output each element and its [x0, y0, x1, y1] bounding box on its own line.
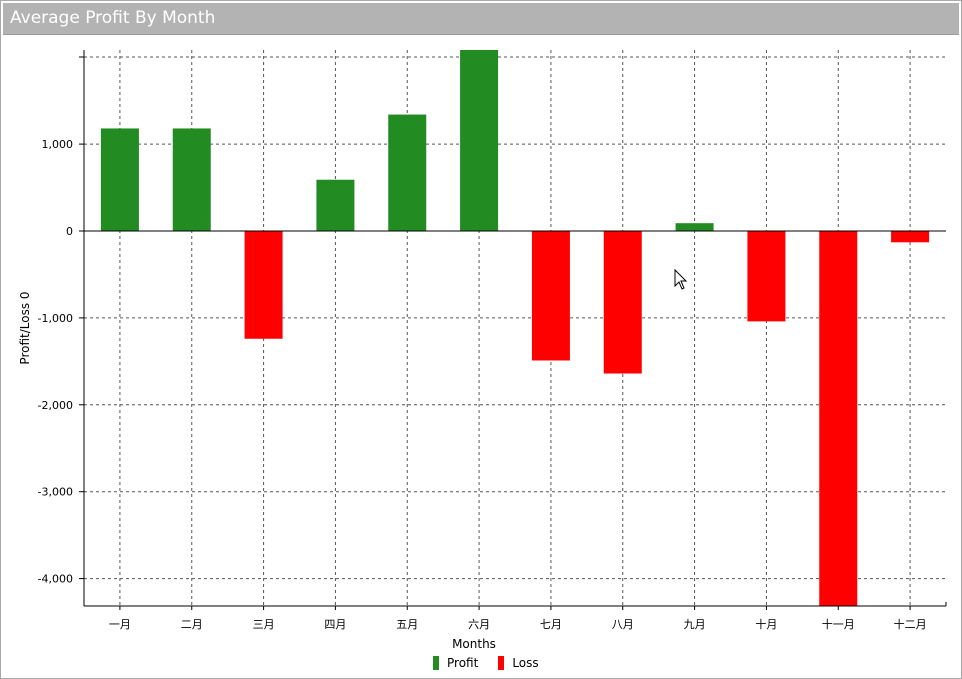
x-tick-label: 八月 — [612, 618, 634, 631]
y-tick-label: 0 — [66, 225, 73, 238]
bar-profit — [675, 223, 714, 231]
x-tick-label: 四月 — [324, 618, 346, 631]
x-tick-label: 十一月 — [822, 617, 855, 631]
bar-profit — [460, 50, 499, 231]
bar-profit — [316, 179, 355, 231]
x-tick-label: 九月 — [684, 618, 706, 631]
x-axis-title: Months — [452, 637, 496, 651]
bar-loss — [819, 231, 858, 606]
window-title: Average Profit By Month — [10, 8, 216, 28]
x-tick-label: 一月 — [109, 618, 131, 631]
mouse-cursor-icon — [674, 268, 688, 290]
x-tick-label: 五月 — [396, 618, 418, 631]
bar-profit — [100, 128, 139, 231]
title-bar: Average Profit By Month — [3, 3, 959, 35]
x-tick-label: 七月 — [540, 618, 562, 631]
x-tick-label: 十二月 — [894, 617, 927, 631]
chart-legend: Profit Loss — [433, 655, 559, 671]
bar-profit — [388, 114, 427, 231]
x-tick-label: 六月 — [468, 618, 490, 631]
legend-label-profit: Profit — [447, 656, 479, 670]
x-tick-label: 三月 — [253, 618, 275, 631]
bar-loss — [891, 231, 930, 243]
x-tick-label: 二月 — [181, 618, 203, 631]
bar-loss — [244, 231, 283, 339]
y-tick-label: -3,000 — [38, 486, 73, 499]
y-tick-label: 1,000 — [42, 138, 74, 151]
legend-item-profit[interactable]: Profit — [433, 656, 478, 670]
bar-profit — [172, 128, 211, 231]
y-tick-label: -1,000 — [38, 312, 73, 325]
y-tick-label: -2,000 — [38, 399, 73, 412]
bar-loss — [531, 231, 570, 361]
legend-item-loss[interactable]: Loss — [498, 656, 539, 670]
y-axis-title: Profit/Loss 0 — [18, 291, 32, 364]
y-tick-label: -4,000 — [38, 573, 73, 586]
legend-label-loss: Loss — [512, 656, 539, 670]
bar-loss — [603, 231, 642, 374]
legend-swatch-profit — [433, 656, 439, 670]
x-tick-label: 十月 — [755, 617, 777, 631]
bar-loss — [747, 231, 786, 322]
legend-swatch-loss — [498, 656, 505, 670]
